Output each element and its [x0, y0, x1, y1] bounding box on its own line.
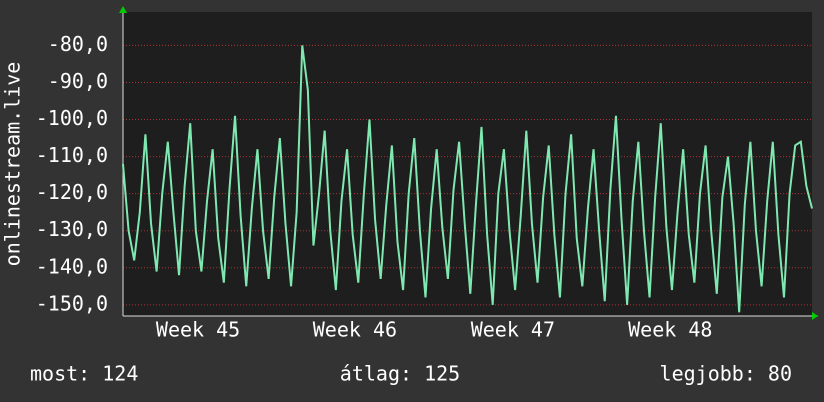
y-tick-label: -130,0 — [36, 217, 108, 241]
x-arrow — [812, 312, 818, 320]
footer-average: átlag: 125 — [340, 362, 460, 386]
y-tick-label: -100,0 — [36, 106, 108, 130]
y-tick-label: -90,0 — [48, 69, 108, 93]
data-line — [122, 45, 813, 313]
footer-current: most: 124 — [30, 362, 138, 386]
y-tick-label: -140,0 — [36, 254, 108, 278]
x-tick-label: Week 48 — [628, 318, 712, 342]
y-tick-label: -120,0 — [36, 180, 108, 204]
y-tick-label: -80,0 — [48, 32, 108, 56]
y-axis-label: onlinestream.live — [1, 62, 25, 267]
y-tick-label: -110,0 — [36, 143, 108, 167]
y-tick-label: -150,0 — [36, 291, 108, 315]
footer-best: legjobb: 80 — [660, 362, 792, 386]
x-tick-label: Week 45 — [156, 318, 240, 342]
x-tick-label: Week 47 — [471, 318, 555, 342]
y-arrow — [119, 6, 127, 13]
x-tick-label: Week 46 — [313, 318, 397, 342]
